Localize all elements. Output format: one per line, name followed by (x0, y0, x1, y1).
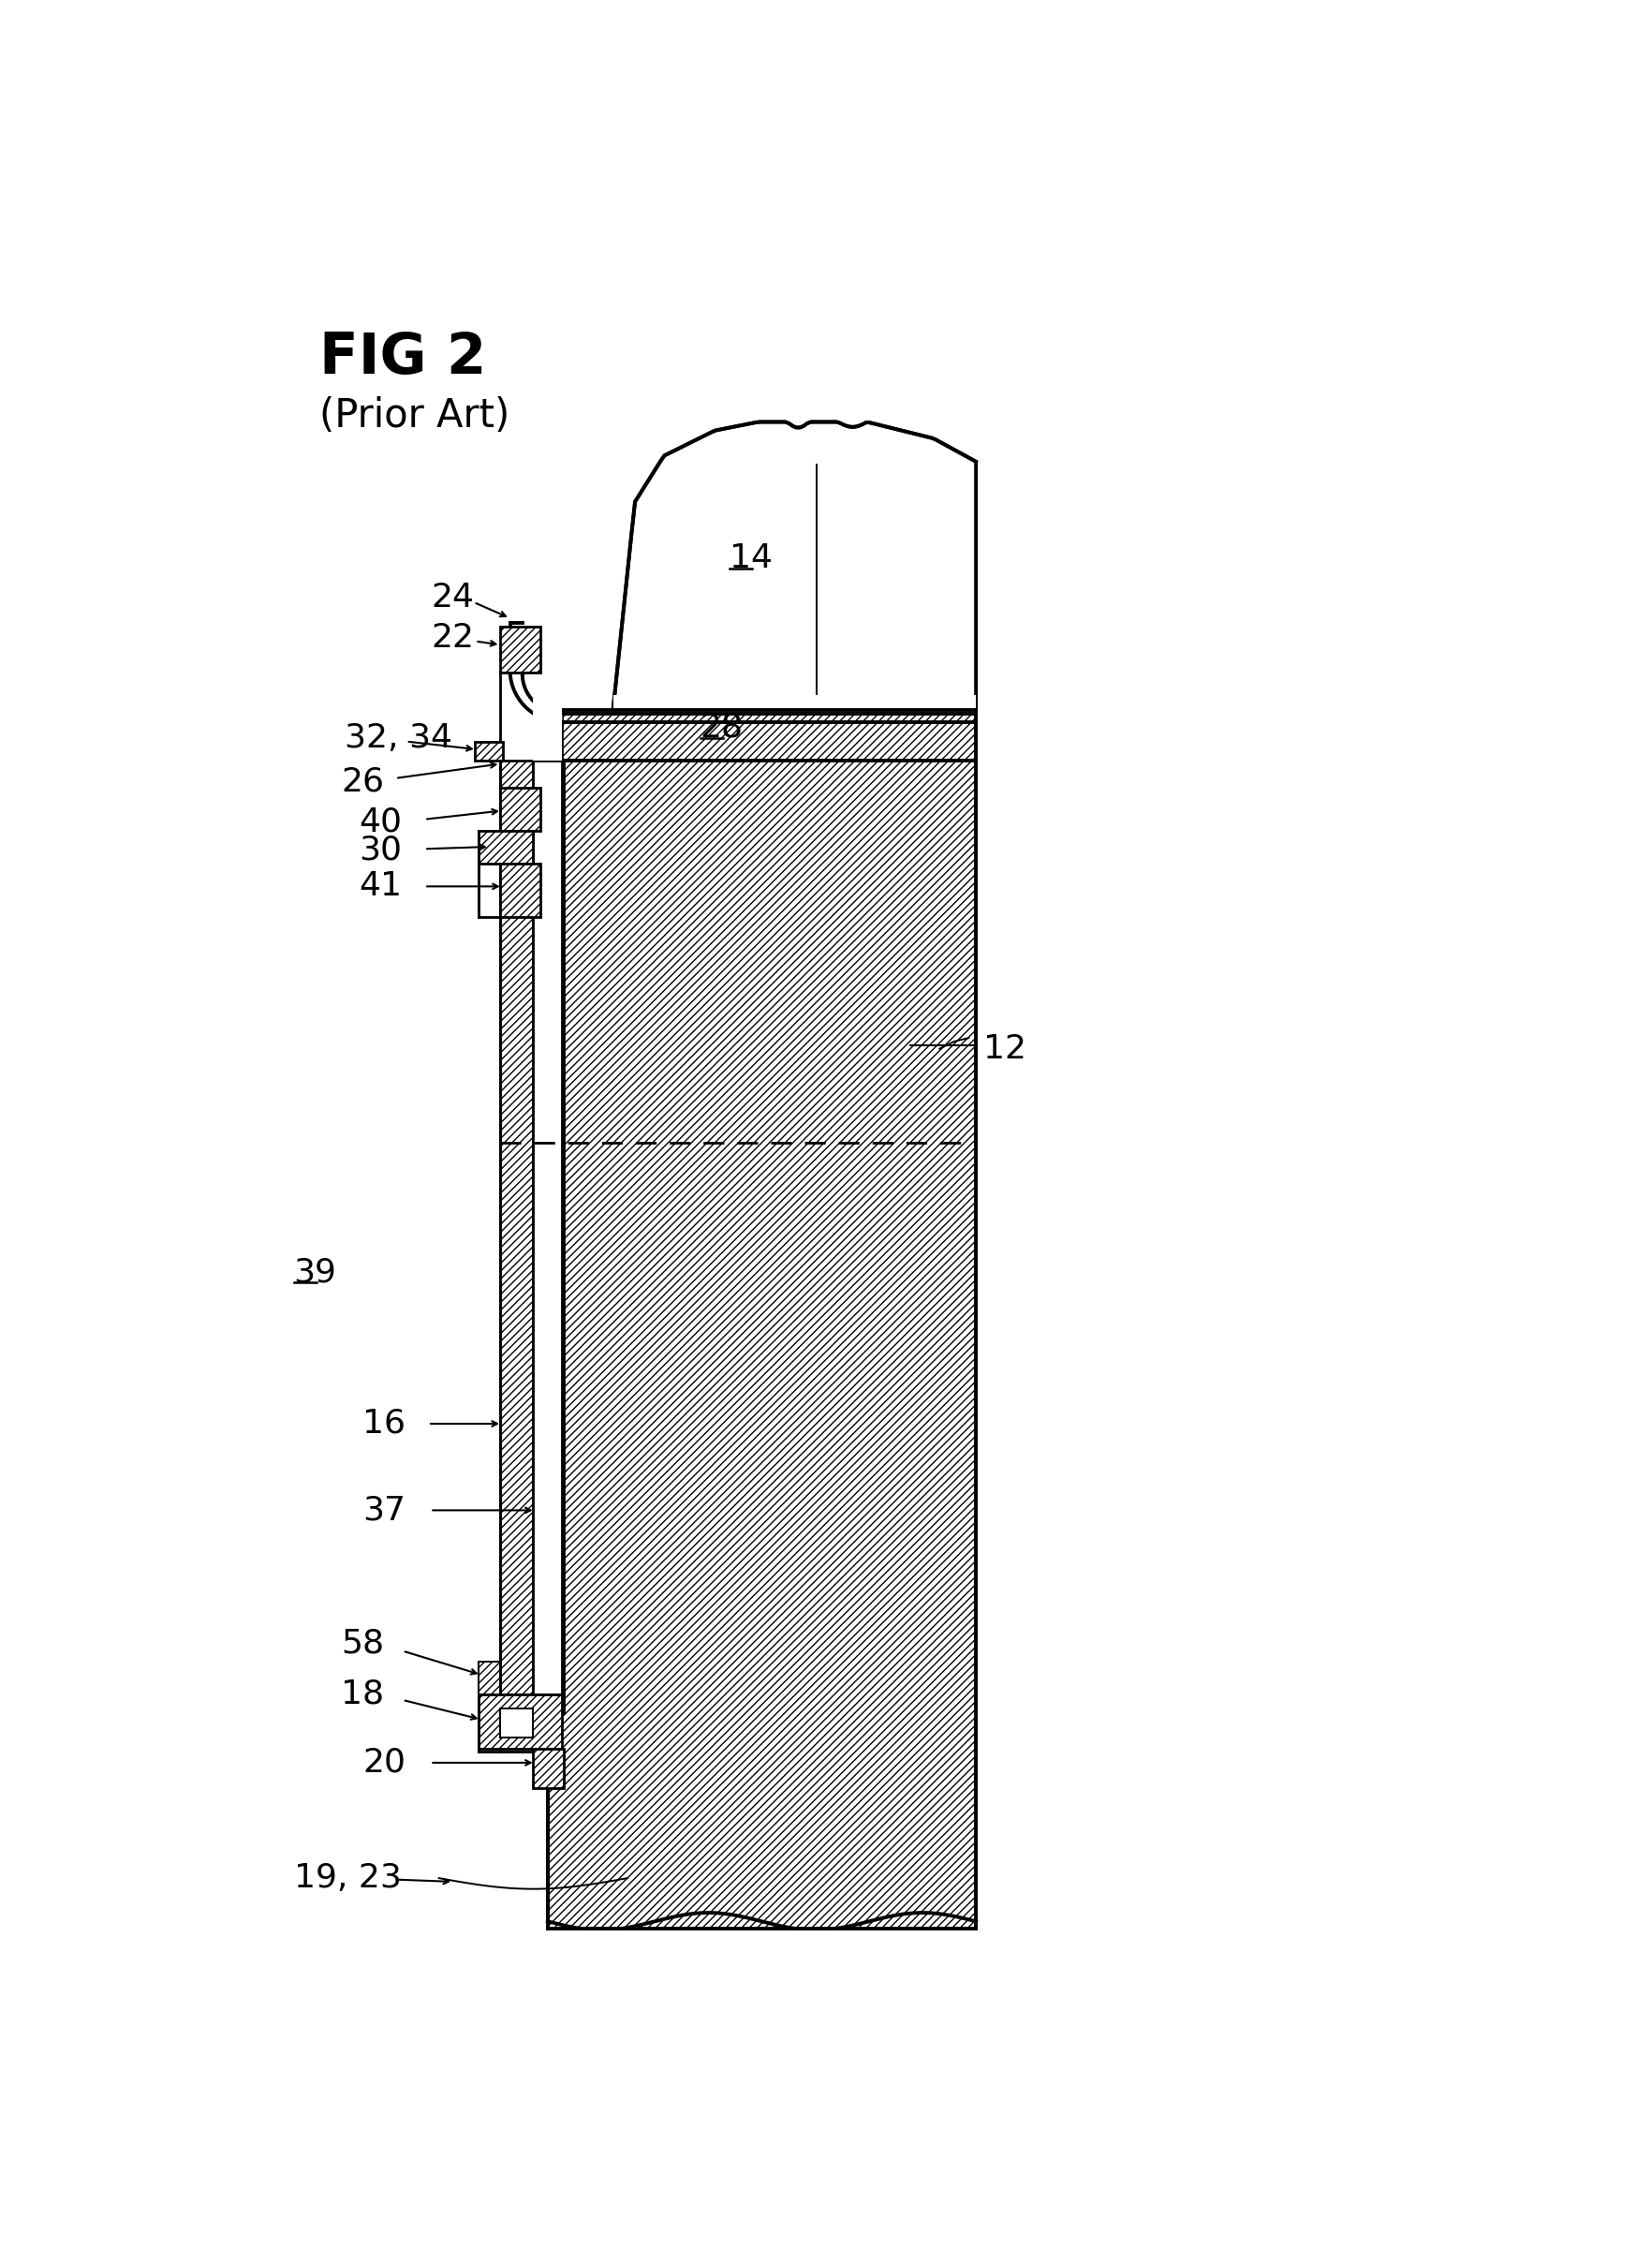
Text: 24: 24 (431, 582, 474, 614)
Text: 41: 41 (358, 870, 401, 901)
Text: 26: 26 (340, 767, 383, 798)
Text: 39: 39 (294, 1257, 337, 1288)
Text: FIG 2: FIG 2 (319, 330, 486, 387)
Text: 22: 22 (431, 623, 474, 654)
Bar (479, 1661, 501, 1695)
Text: 37: 37 (362, 1495, 405, 1526)
Bar (479, 1695, 562, 1749)
Text: 28: 28 (700, 713, 743, 744)
Bar (501, 760, 534, 1713)
Text: 14: 14 (729, 542, 771, 573)
Text: 12: 12 (983, 1032, 1026, 1066)
Text: 32, 34: 32, 34 (344, 722, 453, 755)
Text: 18: 18 (340, 1679, 383, 1711)
Text: 40: 40 (358, 805, 401, 839)
Bar (547, 710, 975, 760)
Text: (Prior Art): (Prior Art) (319, 396, 509, 436)
Bar (501, 787, 540, 832)
Bar (501, 627, 540, 672)
Bar (613, 695, 975, 713)
Bar (474, 742, 502, 760)
Text: 20: 20 (362, 1747, 405, 1778)
Bar (547, 760, 975, 1929)
Bar (501, 863, 540, 917)
Text: 19, 23: 19, 23 (294, 1861, 401, 1895)
Bar (501, 1708, 534, 1738)
Bar (534, 674, 562, 760)
Bar (479, 832, 534, 863)
Bar (534, 1749, 563, 1787)
Polygon shape (510, 670, 562, 722)
Text: 16: 16 (362, 1407, 405, 1439)
Text: 30: 30 (358, 834, 401, 865)
Bar (547, 1931, 975, 2003)
Bar (534, 760, 563, 1713)
Polygon shape (613, 423, 975, 710)
Text: 58: 58 (340, 1628, 383, 1659)
